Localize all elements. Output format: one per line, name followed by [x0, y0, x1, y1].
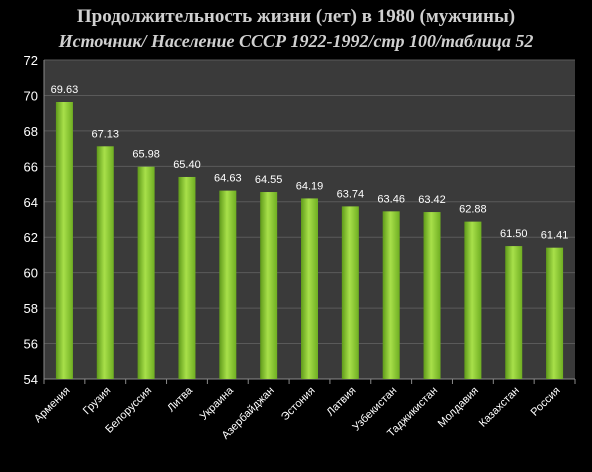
x-tick-label: Армения — [32, 385, 73, 426]
bar — [137, 166, 155, 379]
bar — [464, 221, 482, 379]
x-tick-label: Молдавия — [436, 385, 481, 430]
bar — [260, 192, 278, 379]
bar — [341, 206, 359, 379]
chart-subtitle: Источник/ Население СССР 1922-1992/стр 1… — [58, 31, 534, 51]
bar — [178, 176, 196, 379]
y-tick-label: 60 — [24, 266, 38, 281]
x-tick-label: Литва — [165, 384, 195, 414]
x-tick-label: Россия — [529, 385, 563, 419]
bar-value-label: 64.63 — [214, 173, 242, 185]
bar — [219, 190, 237, 379]
bar-value-label: 65.40 — [173, 159, 201, 171]
x-tick-label: Украина — [198, 384, 237, 423]
bar-value-label: 61.41 — [541, 230, 569, 242]
bar-value-label: 63.42 — [418, 194, 446, 206]
bar-value-label: 65.98 — [132, 149, 160, 161]
bar-value-label: 63.74 — [337, 188, 365, 200]
y-tick-label: 68 — [24, 124, 38, 139]
x-tick-label: Казахстан — [477, 385, 522, 430]
y-tick-label: 62 — [24, 230, 38, 245]
x-tick-label: Грузия — [81, 385, 114, 418]
bar-value-label: 62.88 — [459, 204, 487, 216]
x-tick-label: Латвия — [324, 385, 358, 419]
bar-value-label: 64.55 — [255, 174, 283, 186]
bar — [423, 212, 441, 379]
bar — [96, 146, 114, 379]
bar — [55, 102, 73, 380]
chart-title: Продолжительность жизни (лет) в 1980 (му… — [76, 6, 516, 27]
y-tick-label: 66 — [24, 159, 38, 174]
y-tick-labels: 54 56 58 60 62 64 66 68 70 72 — [24, 53, 38, 387]
bars — [55, 102, 564, 380]
bar-value-label: 69.63 — [51, 84, 79, 96]
y-tick-label: 70 — [24, 88, 38, 103]
bar-value-label: 67.13 — [92, 128, 120, 140]
x-tick-label: Эстония — [279, 385, 318, 424]
bar — [301, 198, 318, 379]
data-labels: 69.63 67.13 65.98 65.40 64.63 64.55 64.19 63.74… — [51, 84, 569, 242]
y-tick-label: 56 — [24, 337, 38, 352]
bar-value-label: 63.46 — [377, 193, 405, 205]
y-tick-label: 72 — [24, 53, 38, 68]
y-tick-label: 58 — [24, 301, 38, 316]
bar — [546, 247, 564, 379]
bar-value-label: 64.19 — [296, 180, 324, 192]
bar — [505, 246, 523, 379]
bar — [382, 211, 400, 379]
bar-value-label: 61.50 — [500, 228, 528, 240]
y-tick-label: 64 — [24, 195, 38, 210]
y-tick-label: 54 — [24, 372, 38, 387]
